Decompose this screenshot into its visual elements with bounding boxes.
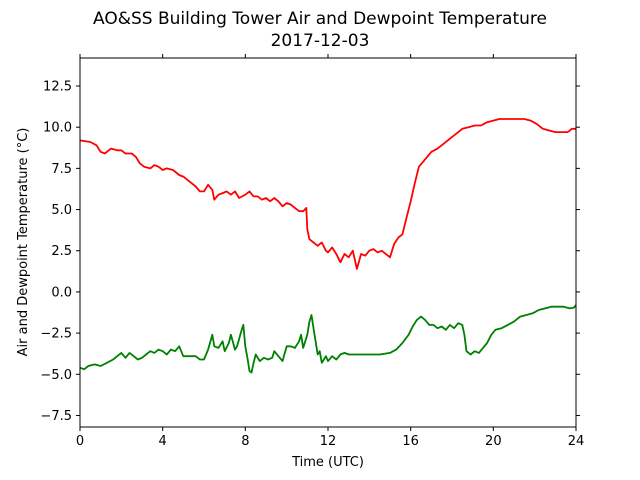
x-tick-label: 12 [320, 434, 337, 449]
y-tick-label: −5.0 [40, 368, 72, 383]
x-tick-label: 16 [402, 434, 419, 449]
x-tick-label: 0 [76, 434, 84, 449]
y-tick-label: 10.0 [43, 121, 72, 136]
chart-title: AO&SS Building Tower Air and Dewpoint Te… [93, 9, 547, 29]
y-tick-label: 0.0 [51, 285, 72, 300]
y-tick-label: 12.5 [43, 80, 72, 95]
plot-frame [79, 57, 577, 428]
y-tick-label: 7.5 [51, 162, 72, 177]
y-tick-label: −7.5 [40, 409, 72, 424]
x-tick-label: 4 [159, 434, 167, 449]
x-axis: 0 4 8 12 16 20 24 [76, 54, 584, 449]
x-tick-label: 24 [568, 434, 585, 449]
series-line-air-temperature [80, 118, 576, 270]
y-tick-label: 2.5 [51, 244, 72, 259]
series-line-dewpoint-temperature [80, 304, 576, 374]
x-tick-label: 20 [485, 434, 502, 449]
y-axis-label: Air and Dewpoint Temperature (°C) [16, 128, 31, 357]
y-tick-label: −2.5 [40, 327, 72, 342]
chart-subtitle: 2017-12-03 [271, 31, 370, 51]
x-axis-label: Time (UTC) [291, 455, 364, 470]
y-axis: −7.5 −5.0 −2.5 0.0 2.5 5.0 7.5 10.0 12.5 [40, 80, 580, 424]
x-tick-label: 8 [241, 434, 249, 449]
y-tick-label: 5.0 [51, 203, 72, 218]
